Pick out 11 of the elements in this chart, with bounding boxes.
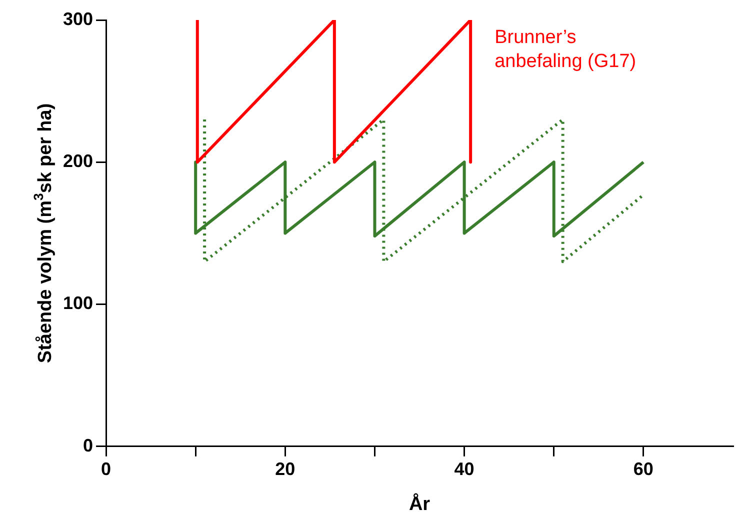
- y-tick-label: 0: [83, 435, 94, 456]
- x-tick-label: 60: [633, 459, 654, 480]
- x-axis-title: År: [408, 493, 431, 516]
- y-axis-title: Stående volym (m3sk per ha): [31, 103, 56, 364]
- x-tick-label: 40: [454, 459, 474, 480]
- x-tick-label: 0: [101, 459, 112, 480]
- x-tick-label: 20: [275, 459, 296, 480]
- y-tick-label: 100: [62, 293, 94, 314]
- y-tick-label: 300: [62, 8, 94, 29]
- y-tick-label: 200: [62, 151, 94, 172]
- series-label: Brunner’s anbefaling (G17): [494, 27, 636, 72]
